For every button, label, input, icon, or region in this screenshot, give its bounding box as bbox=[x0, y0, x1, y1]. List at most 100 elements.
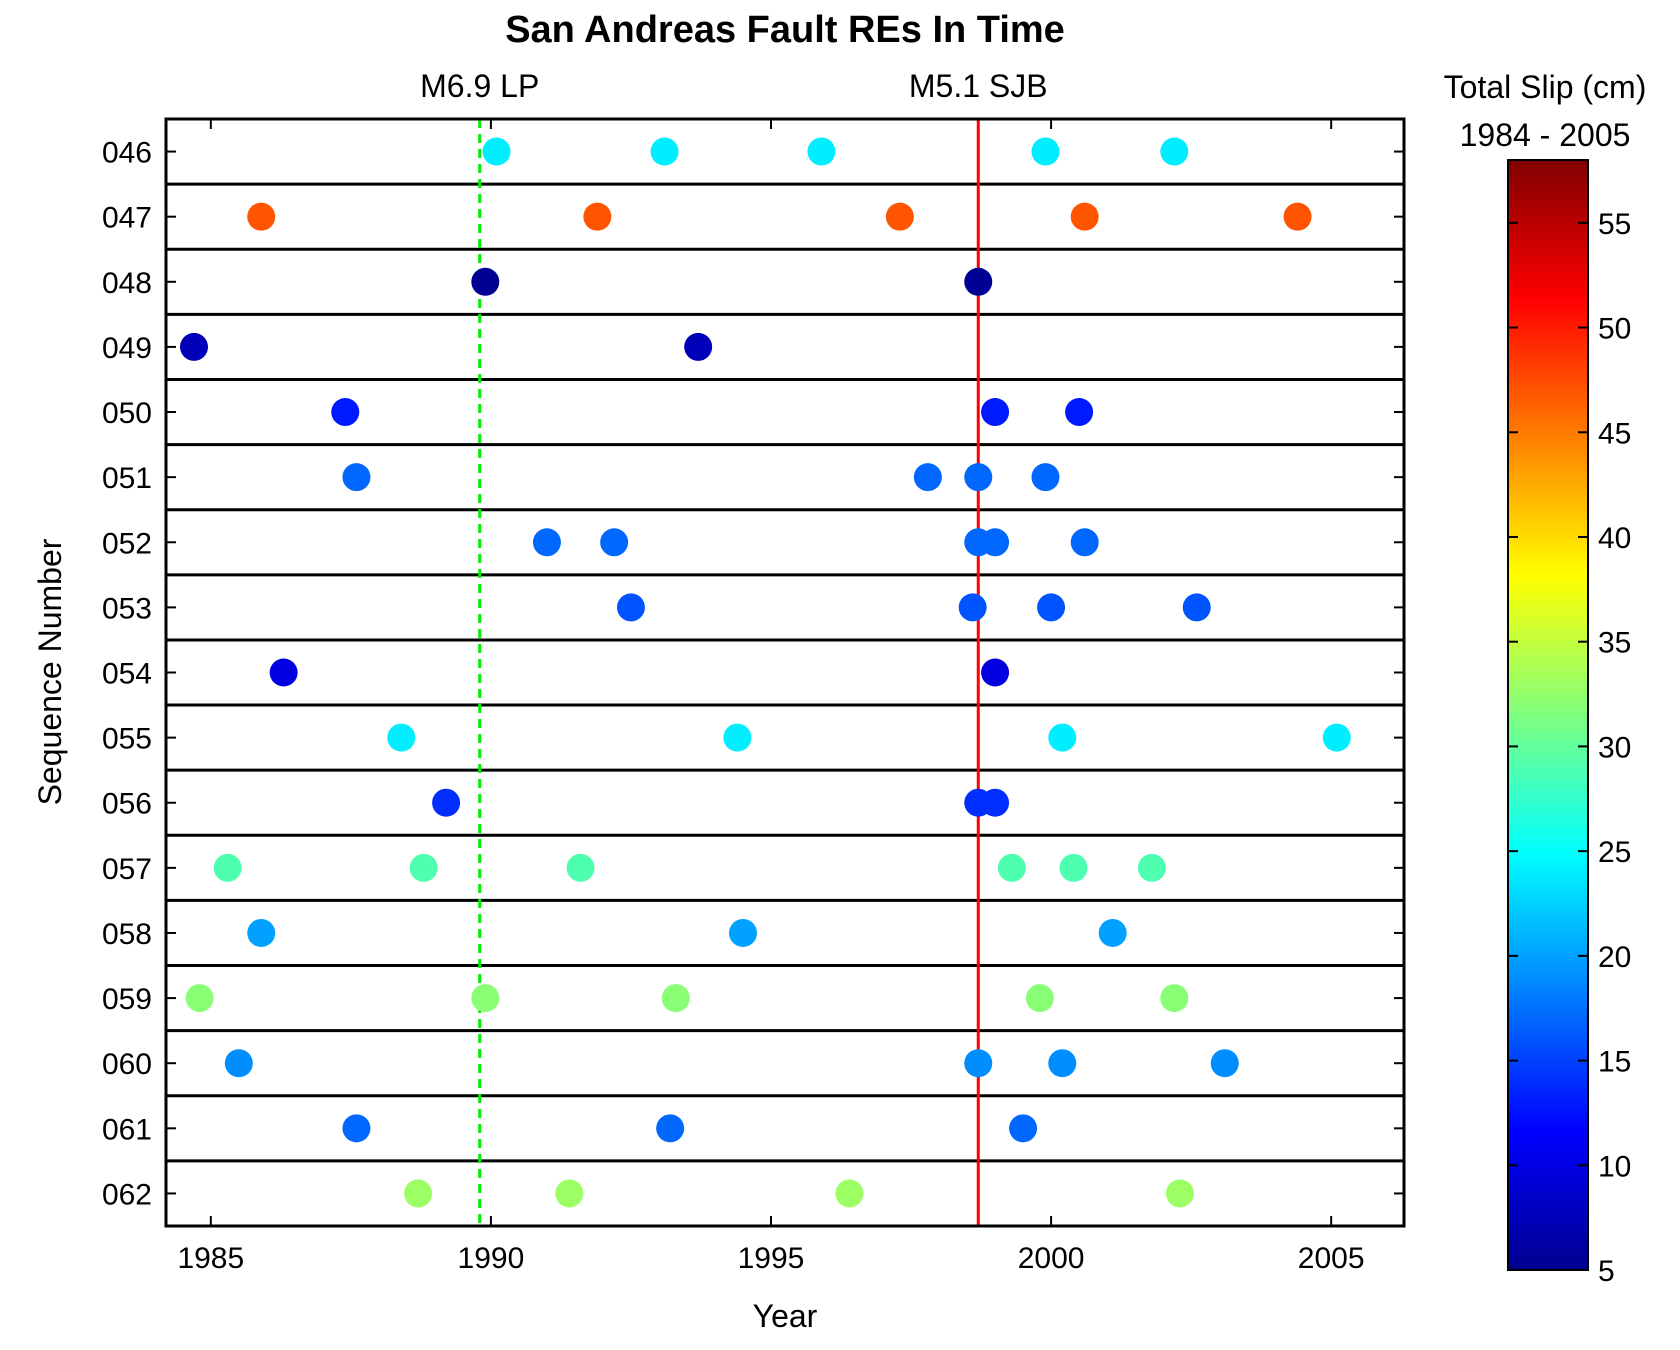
data-point bbox=[964, 267, 993, 296]
colorbar-tick-label: 30 bbox=[1598, 731, 1631, 764]
data-point bbox=[1031, 463, 1060, 492]
data-point bbox=[1283, 202, 1312, 231]
y-axis-ticks: 046 047 048 049 050 051 052 053 054 055 056 057 058 0… bbox=[102, 137, 1404, 1211]
data-points bbox=[180, 137, 1351, 1208]
data-point bbox=[661, 984, 690, 1013]
y-tick-label: 050 bbox=[102, 397, 152, 430]
data-point bbox=[409, 853, 438, 882]
data-point bbox=[997, 853, 1026, 882]
data-point bbox=[1098, 918, 1127, 947]
colorbar-tick-label: 15 bbox=[1598, 1046, 1631, 1079]
data-point bbox=[1048, 723, 1077, 752]
data-point bbox=[835, 1179, 864, 1208]
y-tick-label: 061 bbox=[102, 1113, 152, 1146]
data-point bbox=[471, 984, 500, 1013]
data-point bbox=[432, 788, 461, 817]
colorbar-tick-label: 50 bbox=[1598, 313, 1631, 346]
y-tick-label: 051 bbox=[102, 462, 152, 495]
y-tick-label: 058 bbox=[102, 918, 152, 951]
data-point bbox=[913, 463, 942, 492]
data-point bbox=[1059, 853, 1088, 882]
data-point bbox=[1048, 1049, 1077, 1078]
data-point bbox=[885, 202, 914, 231]
data-point bbox=[180, 332, 209, 361]
x-tick-label: 2000 bbox=[1018, 1242, 1085, 1275]
data-point bbox=[958, 593, 987, 622]
data-point bbox=[656, 1114, 685, 1143]
row-separators bbox=[166, 182, 1404, 1163]
data-point bbox=[650, 137, 679, 166]
y-tick-label: 062 bbox=[102, 1178, 152, 1211]
data-point bbox=[331, 398, 360, 427]
data-point bbox=[269, 658, 298, 687]
data-point bbox=[342, 463, 371, 492]
data-point bbox=[471, 267, 500, 296]
colorbar-tick-label: 5 bbox=[1598, 1255, 1615, 1288]
x-tick-label: 1995 bbox=[738, 1242, 805, 1275]
y-tick-label: 048 bbox=[102, 267, 152, 300]
y-tick-label: 047 bbox=[102, 202, 152, 235]
data-point bbox=[1037, 593, 1066, 622]
y-tick-label: 056 bbox=[102, 788, 152, 821]
event-lines: M6.9 LP M5.1 SJB bbox=[420, 68, 1048, 1226]
data-point bbox=[1160, 984, 1189, 1013]
colorbar: Total Slip (cm) 1984 - 2005 5 10 15 20 25 30 3… bbox=[1444, 69, 1647, 1288]
event-label: M5.1 SJB bbox=[909, 68, 1048, 104]
data-point bbox=[964, 463, 993, 492]
y-tick-label: 057 bbox=[102, 853, 152, 886]
data-point bbox=[1031, 137, 1060, 166]
data-point bbox=[1322, 723, 1351, 752]
data-point bbox=[728, 918, 757, 947]
colorbar-gradient bbox=[1507, 159, 1589, 1271]
data-point bbox=[964, 1049, 993, 1078]
data-point bbox=[684, 332, 713, 361]
y-tick-label: 054 bbox=[102, 658, 152, 691]
colorbar-tick-label: 20 bbox=[1598, 941, 1631, 974]
event-label: M6.9 LP bbox=[420, 68, 539, 104]
y-tick-label: 046 bbox=[102, 137, 152, 170]
data-point bbox=[1182, 593, 1211, 622]
data-point bbox=[247, 202, 276, 231]
plot-area: 046 047 048 049 050 051 052 053 054 055 056 057 058 0… bbox=[102, 68, 1406, 1275]
data-point bbox=[1137, 853, 1166, 882]
plot-frame bbox=[164, 117, 1406, 1228]
y-axis-label: Sequence Number bbox=[32, 538, 68, 805]
data-point bbox=[981, 658, 1010, 687]
data-point bbox=[1065, 398, 1094, 427]
data-point bbox=[1160, 137, 1189, 166]
data-point bbox=[555, 1179, 584, 1208]
x-tick-label: 2005 bbox=[1298, 1242, 1365, 1275]
data-point bbox=[807, 137, 836, 166]
y-tick-label: 060 bbox=[102, 1048, 152, 1081]
colorbar-tick-label: 55 bbox=[1598, 208, 1631, 241]
y-tick-label: 049 bbox=[102, 332, 152, 365]
colorbar-tick-label: 10 bbox=[1598, 1150, 1631, 1183]
data-point bbox=[981, 398, 1010, 427]
data-point bbox=[404, 1179, 433, 1208]
colorbar-title-line2: 1984 - 2005 bbox=[1460, 117, 1631, 153]
y-tick-label: 059 bbox=[102, 983, 152, 1016]
y-tick-label: 055 bbox=[102, 723, 152, 756]
data-point bbox=[616, 593, 645, 622]
data-point bbox=[566, 853, 595, 882]
data-point bbox=[482, 137, 511, 166]
data-point bbox=[342, 1114, 371, 1143]
data-point bbox=[1165, 1179, 1194, 1208]
colorbar-ticks: 5 10 15 20 25 30 35 40 45 50 55 bbox=[1508, 208, 1631, 1288]
data-point bbox=[583, 202, 612, 231]
data-point bbox=[723, 723, 752, 752]
colorbar-tick-label: 25 bbox=[1598, 836, 1631, 869]
colorbar-tick-label: 40 bbox=[1598, 522, 1631, 555]
data-point bbox=[1009, 1114, 1038, 1143]
data-point bbox=[981, 528, 1010, 557]
data-point bbox=[1070, 528, 1099, 557]
y-tick-label: 052 bbox=[102, 527, 152, 560]
x-tick-label: 1985 bbox=[177, 1242, 244, 1275]
y-tick-label: 053 bbox=[102, 592, 152, 625]
data-point bbox=[387, 723, 416, 752]
colorbar-title-line1: Total Slip (cm) bbox=[1444, 69, 1647, 105]
data-point bbox=[247, 918, 276, 947]
data-point bbox=[1210, 1049, 1239, 1078]
data-point bbox=[1070, 202, 1099, 231]
